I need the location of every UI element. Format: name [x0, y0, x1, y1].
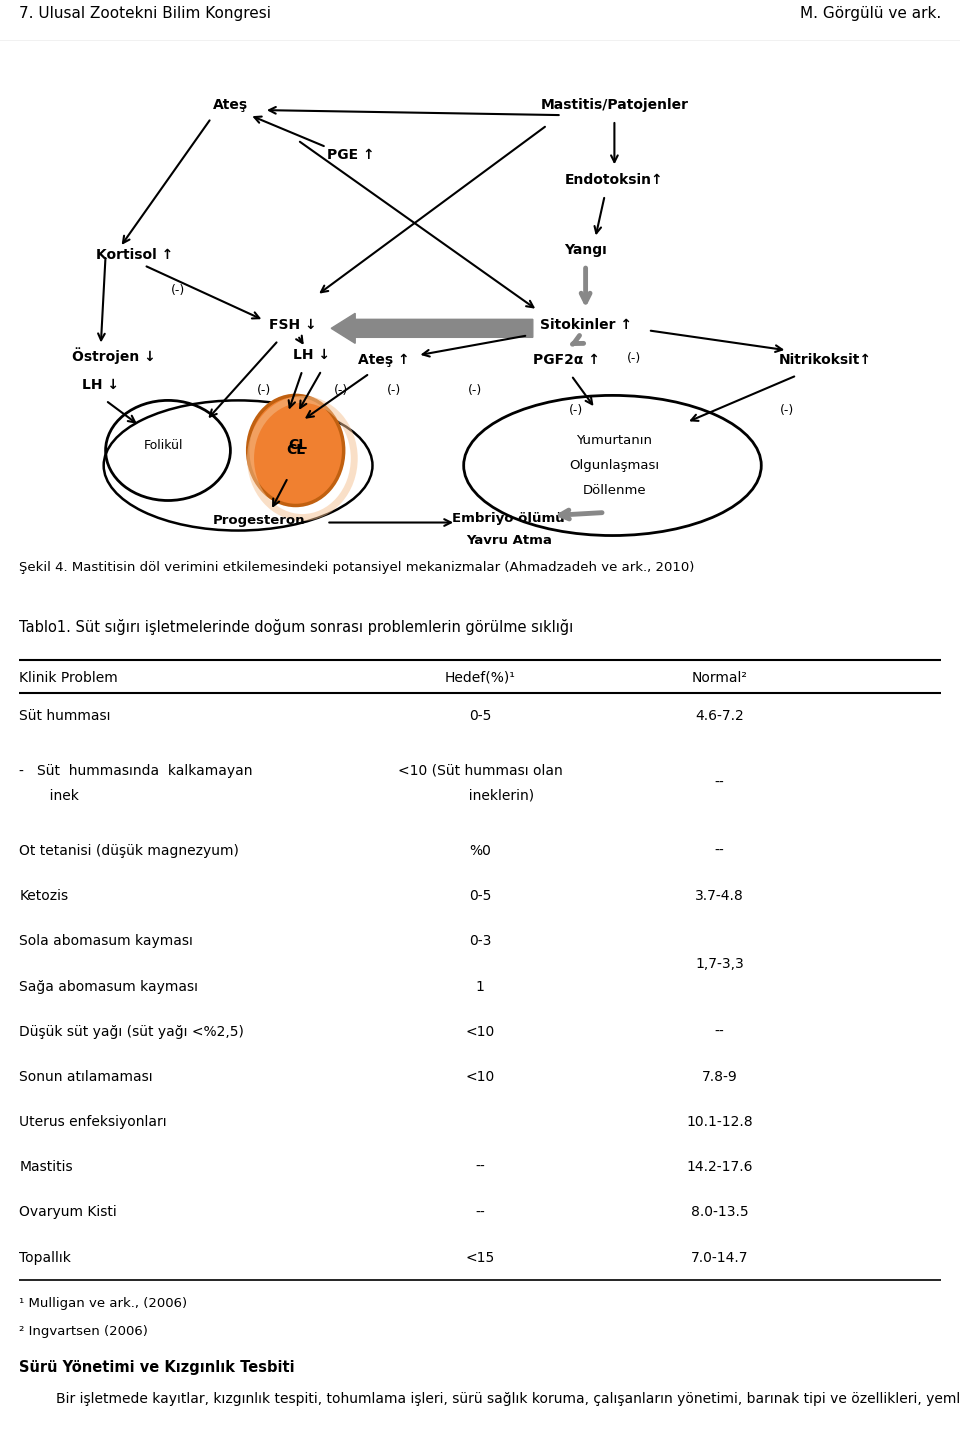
Text: ² Ingvartsen (2006): ² Ingvartsen (2006) — [19, 1324, 148, 1337]
Text: Sağa abomasum kayması: Sağa abomasum kayması — [19, 980, 198, 994]
Text: Sitokinler ↑: Sitokinler ↑ — [540, 319, 632, 332]
Text: 3.7-4.8: 3.7-4.8 — [695, 889, 744, 904]
Text: Ovaryum Kisti: Ovaryum Kisti — [19, 1205, 117, 1220]
Text: PGF2α ↑: PGF2α ↑ — [533, 353, 600, 368]
Text: Normal²: Normal² — [691, 671, 748, 685]
Text: Düşük süt yağı (süt yağı <%2,5): Düşük süt yağı (süt yağı <%2,5) — [19, 1025, 244, 1038]
Text: Klinik Problem: Klinik Problem — [19, 671, 118, 685]
Text: Mastitis/Patojenler: Mastitis/Patojenler — [540, 99, 688, 112]
Text: ¹ Mulligan ve ark., (2006): ¹ Mulligan ve ark., (2006) — [19, 1297, 187, 1310]
Text: Ateş ↑: Ateş ↑ — [358, 353, 410, 368]
Text: <10: <10 — [466, 1025, 494, 1038]
Text: Yavru Atma: Yavru Atma — [466, 533, 552, 548]
Text: (-): (-) — [387, 383, 400, 398]
Text: -   Süt  hummasında  kalkamayan: - Süt hummasında kalkamayan — [19, 764, 252, 778]
Text: 7.8-9: 7.8-9 — [702, 1070, 737, 1084]
Text: Mastitis: Mastitis — [19, 1160, 73, 1174]
Text: (-): (-) — [171, 283, 184, 297]
Text: Döllenme: Döllenme — [583, 483, 646, 498]
Text: 7. Ulusal Zootekni Bilim Kongresi: 7. Ulusal Zootekni Bilim Kongresi — [19, 6, 271, 21]
Ellipse shape — [248, 395, 344, 506]
Text: 7.0-14.7: 7.0-14.7 — [691, 1251, 749, 1264]
Text: <10: <10 — [466, 1070, 494, 1084]
Text: Yumurtanın: Yumurtanın — [576, 433, 653, 448]
Text: CL: CL — [286, 443, 305, 458]
Text: Sola abomasum kayması: Sola abomasum kayması — [19, 934, 193, 948]
Text: 8.0-13.5: 8.0-13.5 — [691, 1205, 749, 1220]
Text: 0-5: 0-5 — [468, 708, 492, 722]
Text: Hedef(%)¹: Hedef(%)¹ — [444, 671, 516, 685]
Text: (-): (-) — [627, 352, 640, 365]
FancyArrow shape — [331, 313, 533, 343]
Text: 10.1-12.8: 10.1-12.8 — [686, 1115, 753, 1130]
Text: Ateş: Ateş — [213, 99, 248, 112]
Text: (-): (-) — [334, 383, 348, 398]
Text: Östrojen ↓: Östrojen ↓ — [72, 347, 156, 363]
Text: Sürü Yönetimi ve Kızgınlık Tesbiti: Sürü Yönetimi ve Kızgınlık Tesbiti — [19, 1360, 295, 1376]
Text: --: -- — [475, 1160, 485, 1174]
Text: <15: <15 — [466, 1251, 494, 1264]
Text: (-): (-) — [780, 403, 794, 418]
Text: (-): (-) — [468, 383, 482, 398]
Text: M. Görgülü ve ark.: M. Görgülü ve ark. — [800, 6, 941, 21]
Text: 4.6-7.2: 4.6-7.2 — [695, 708, 744, 722]
Text: 14.2-17.6: 14.2-17.6 — [686, 1160, 753, 1174]
Text: Süt humması: Süt humması — [19, 708, 110, 722]
Text: Kortisol ↑: Kortisol ↑ — [96, 249, 173, 262]
Text: --: -- — [475, 1205, 485, 1220]
Text: Progesteron: Progesteron — [213, 513, 305, 528]
Text: %0: %0 — [469, 844, 491, 858]
Text: ineklerin): ineklerin) — [425, 789, 535, 804]
Text: PGE ↑: PGE ↑ — [326, 149, 374, 162]
Text: CL: CL — [288, 439, 307, 452]
Text: (-): (-) — [257, 383, 271, 398]
Text: Embriyo ölümü: Embriyo ölümü — [452, 512, 565, 525]
Text: LH ↓: LH ↓ — [294, 349, 330, 362]
Text: Yangı: Yangı — [564, 243, 607, 257]
Text: 0-5: 0-5 — [468, 889, 492, 904]
Text: Bir işletmede kayıtlar, kızgınlık tespiti, tohumlama işleri, sürü sağlık koruma,: Bir işletmede kayıtlar, kızgınlık tespit… — [56, 1391, 960, 1406]
Text: --: -- — [715, 844, 725, 858]
Text: (-): (-) — [569, 403, 583, 418]
Text: FSH ↓: FSH ↓ — [269, 319, 317, 332]
Text: LH ↓: LH ↓ — [82, 379, 119, 392]
Text: Uterus enfeksiyonları: Uterus enfeksiyonları — [19, 1115, 167, 1130]
Text: --: -- — [715, 1025, 725, 1038]
Text: --: -- — [715, 776, 725, 791]
Text: Şekil 4. Mastitisin döl verimini etkilemesindeki potansiyel mekanizmalar (Ahmadz: Şekil 4. Mastitisin döl verimini etkilem… — [19, 561, 695, 573]
Text: <10 (Süt humması olan: <10 (Süt humması olan — [397, 764, 563, 778]
Text: 1: 1 — [475, 980, 485, 994]
Text: Sonun atılamaması: Sonun atılamaması — [19, 1070, 153, 1084]
Text: 0-3: 0-3 — [468, 934, 492, 948]
Text: Nitrikoksit↑: Nitrikoksit↑ — [780, 353, 872, 368]
Text: Folikül: Folikül — [143, 439, 183, 452]
Text: Topallık: Topallık — [19, 1251, 71, 1264]
Text: Ketozis: Ketozis — [19, 889, 68, 904]
Text: Tablo1. Süt sığırı işletmelerinde doğum sonrası problemlerin görülme sıklığı: Tablo1. Süt sığırı işletmelerinde doğum … — [19, 619, 573, 635]
Text: 1,7-3,3: 1,7-3,3 — [695, 957, 744, 971]
Text: inek: inek — [19, 789, 79, 804]
Text: Olgunlaşması: Olgunlaşması — [569, 459, 660, 472]
Text: Ot tetanisi (düşük magnezyum): Ot tetanisi (düşük magnezyum) — [19, 844, 239, 858]
Text: Endotoksin↑: Endotoksin↑ — [565, 173, 663, 187]
